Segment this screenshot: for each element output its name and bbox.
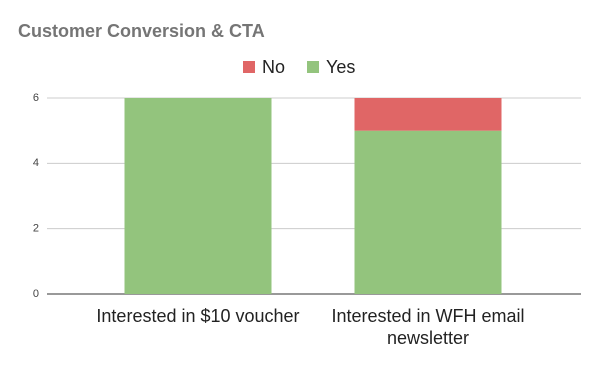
legend-swatch [243,61,255,73]
y-tick-label: 0 [33,288,39,300]
bar-segment [354,130,502,294]
y-tick-label: 6 [33,92,39,104]
x-tick-label: Interested in $10 voucher [96,306,300,326]
legend-label: No [262,57,285,77]
chart-title: Customer Conversion & CTA [18,21,265,41]
bar-segment [124,98,272,294]
legend-label: Yes [326,57,355,77]
y-tick-label: 4 [33,157,39,169]
legend-swatch [307,61,320,73]
bar-segment [354,98,502,131]
y-tick-label: 2 [33,223,39,235]
x-tick-label: Interested in WFH email newsletter [331,306,525,348]
